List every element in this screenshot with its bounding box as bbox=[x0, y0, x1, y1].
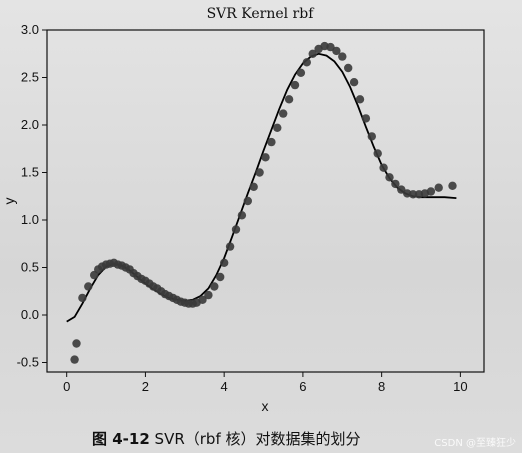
data-point bbox=[210, 282, 219, 291]
data-point bbox=[204, 290, 213, 300]
axis-ticks: 0 2 4 6 8 10 -0.5 0.0 0.5 1.0 1.5 2.0 2.5 3.0 bbox=[17, 22, 468, 394]
data-point bbox=[249, 182, 258, 191]
data-point bbox=[434, 183, 443, 192]
data-point bbox=[243, 196, 252, 206]
data-point bbox=[296, 68, 306, 78]
data-point bbox=[332, 46, 341, 56]
data-point bbox=[379, 163, 388, 172]
y-tick-label: 1.0 bbox=[21, 212, 39, 227]
data-point bbox=[261, 153, 270, 162]
y-tick-label: 3.0 bbox=[21, 22, 39, 37]
x-axis-label: x bbox=[262, 398, 269, 414]
data-point bbox=[338, 52, 347, 61]
y-tick-label: 2.0 bbox=[21, 117, 39, 132]
data-point bbox=[279, 109, 288, 118]
data-point bbox=[273, 123, 282, 132]
data-point bbox=[255, 168, 264, 177]
y-tick-label: -0.5 bbox=[17, 355, 39, 370]
figure-caption-text: SVR（rbf 核）对数据集的划分 bbox=[154, 430, 361, 448]
data-points-layer bbox=[70, 41, 457, 364]
data-point bbox=[72, 339, 81, 348]
data-point bbox=[216, 272, 225, 282]
data-point bbox=[361, 114, 371, 123]
x-tick-label: 10 bbox=[453, 379, 467, 394]
figure-caption: 图 4-12 SVR（rbf 核）对数据集的划分 bbox=[92, 428, 361, 449]
x-tick-label: 0 bbox=[63, 379, 70, 394]
data-point bbox=[349, 78, 359, 87]
data-point bbox=[426, 187, 436, 196]
data-point bbox=[237, 211, 247, 220]
data-point bbox=[70, 355, 79, 364]
y-tick-label: 2.5 bbox=[21, 70, 39, 85]
data-point bbox=[367, 132, 376, 141]
data-point bbox=[84, 282, 93, 291]
data-point bbox=[78, 293, 87, 303]
y-axis-label: y bbox=[1, 198, 17, 205]
data-point bbox=[408, 190, 418, 199]
data-point bbox=[355, 95, 365, 104]
figure-number: 图 4-12 bbox=[92, 430, 150, 448]
data-point bbox=[220, 258, 229, 267]
x-tick-label: 4 bbox=[221, 379, 228, 394]
data-point bbox=[385, 173, 394, 182]
chart-title: SVR Kernel rbf bbox=[207, 6, 316, 22]
data-point bbox=[231, 225, 241, 234]
data-point bbox=[198, 295, 207, 304]
y-tick-label: 0.5 bbox=[21, 260, 39, 275]
x-tick-label: 2 bbox=[142, 379, 149, 394]
data-point bbox=[391, 179, 400, 189]
x-tick-label: 8 bbox=[378, 379, 385, 394]
data-point bbox=[308, 49, 317, 58]
y-tick-label: 1.5 bbox=[21, 165, 39, 180]
data-point bbox=[373, 149, 382, 158]
data-point bbox=[448, 181, 457, 190]
y-tick-label: 0.0 bbox=[21, 307, 39, 322]
data-point bbox=[267, 137, 276, 147]
data-point bbox=[290, 80, 300, 90]
x-tick-label: 6 bbox=[299, 379, 306, 394]
plot-frame bbox=[46, 29, 485, 373]
data-point bbox=[344, 63, 353, 73]
data-point bbox=[302, 58, 311, 67]
data-point bbox=[284, 95, 294, 104]
watermark: CSDN @至臻狂少 bbox=[434, 438, 516, 449]
data-point bbox=[225, 242, 235, 251]
